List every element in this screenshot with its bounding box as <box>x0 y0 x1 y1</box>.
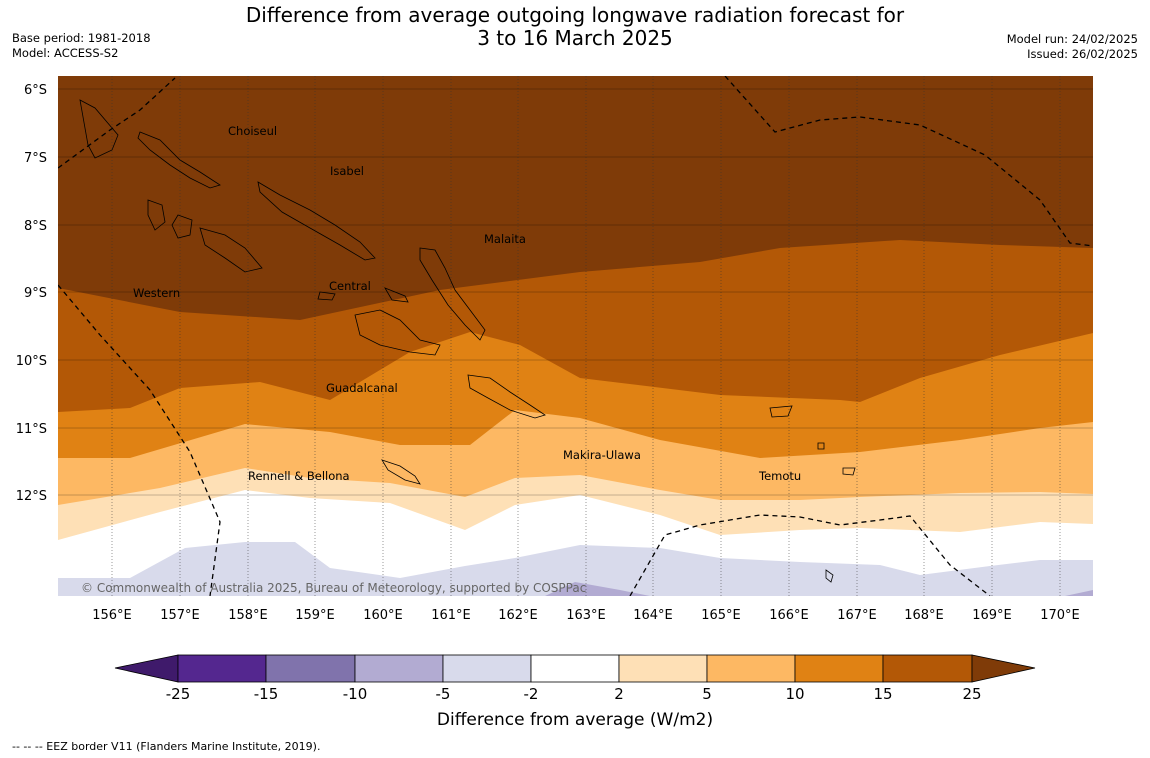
colorbar-segment <box>354 654 444 683</box>
lon-label: 167°E <box>837 608 877 623</box>
label-isabel: Isabel <box>330 164 364 178</box>
colorbar <box>114 654 1036 683</box>
label-choiseul: Choiseul <box>228 124 277 138</box>
model-name: Model: ACCESS-S2 <box>12 46 119 60</box>
base-period: Base period: 1981-2018 <box>12 31 151 45</box>
island-south <box>825 569 834 583</box>
colorbar-tick: -5 <box>436 685 451 703</box>
islands <box>79 99 856 583</box>
island-isabel <box>257 181 376 261</box>
colorbar-segment <box>530 654 620 683</box>
lat-label: 6°S <box>24 83 47 98</box>
label-makira-ulawa: Makira-Ulawa <box>563 448 641 462</box>
band-neg10-neg5-east <box>1065 590 1093 596</box>
meta-right: Model run: 24/02/2025 Issued: 26/02/2025 <box>1007 32 1138 62</box>
lon-label: 166°E <box>769 608 809 623</box>
label-rennell-bellona: Rennell & Bellona <box>248 469 350 483</box>
label-western: Western <box>133 286 180 300</box>
colorbar-tick: -10 <box>343 685 368 703</box>
island-florida <box>384 287 409 303</box>
model-run: Model run: 24/02/2025 <box>1006 32 1138 46</box>
colorbar-segment <box>177 654 267 683</box>
lon-label: 163°E <box>566 608 606 623</box>
colorbar-segment <box>265 654 356 683</box>
map-title: Difference from average outgoing longwav… <box>0 4 1150 50</box>
lon-label: 164°E <box>633 608 673 623</box>
island-central <box>317 291 336 301</box>
colorbar-max-arrow <box>971 654 1036 683</box>
anomaly-field <box>58 76 1093 596</box>
island-rennell <box>381 459 421 485</box>
meta-left: Base period: 1981-2018 Model: ACCESS-S2 <box>12 31 151 61</box>
island-guadalcanal <box>354 309 441 356</box>
label-central: Central <box>329 279 371 293</box>
band-neg10-neg5 <box>545 582 650 596</box>
island-tikopia <box>817 442 825 450</box>
colorbar-segment <box>882 654 973 683</box>
longitude-labels: 156°E 157°E 158°E 159°E 160°E 161°E 162°… <box>92 608 1080 623</box>
colorbar-ticks: -25 -15 -10 -5 -2 2 5 10 15 25 <box>166 685 982 703</box>
colorbar-segment <box>706 654 796 683</box>
colorbar-tick: 15 <box>873 685 892 703</box>
island-western-1 <box>147 199 166 231</box>
label-guadalcanal: Guadalcanal <box>326 381 398 395</box>
lon-label: 170°E <box>1040 608 1080 623</box>
lon-label: 156°E <box>92 608 132 623</box>
island-choiseul <box>137 131 221 189</box>
lon-label: 169°E <box>972 608 1012 623</box>
lon-label: 160°E <box>363 608 403 623</box>
lat-label: 8°S <box>24 219 47 234</box>
island-western-3 <box>199 227 263 273</box>
island-anuta <box>842 467 856 476</box>
lat-label: 9°S <box>24 286 47 301</box>
lon-label: 159°E <box>295 608 335 623</box>
colorbar-tick: 25 <box>962 685 981 703</box>
latitude-labels: 6°S 7°S 8°S 9°S 10°S 11°S 12°S <box>16 83 47 504</box>
colorbar-title: Difference from average (W/m2) <box>436 710 714 730</box>
colorbar-segment <box>794 654 884 683</box>
lon-label: 157°E <box>160 608 200 623</box>
lat-label: 7°S <box>24 151 47 166</box>
copyright-notice: © Commonwealth of Australia 2025, Bureau… <box>81 581 586 595</box>
island-santa-cruz <box>769 405 793 418</box>
island-makira <box>467 374 546 419</box>
colorbar-tick: 2 <box>614 685 624 703</box>
colorbar-tick: -25 <box>166 685 191 703</box>
title-line-2: 3 to 16 March 2025 <box>477 26 673 50</box>
colorbar-tick: 10 <box>785 685 804 703</box>
lon-label: 161°E <box>431 608 471 623</box>
lon-label: 168°E <box>904 608 944 623</box>
lon-label: 162°E <box>498 608 538 623</box>
issued-date: Issued: 26/02/2025 <box>1027 47 1138 61</box>
colorbar-tick: 5 <box>702 685 712 703</box>
eez-legend-note: -- -- -- EEZ border V11 (Flanders Marine… <box>12 740 321 753</box>
colorbar-tick: -2 <box>524 685 539 703</box>
label-malaita: Malaita <box>484 232 526 246</box>
colorbar-tick: -15 <box>254 685 279 703</box>
colorbar-segment <box>442 654 532 683</box>
band-neg5-neg2 <box>58 542 1093 596</box>
island-bougainville <box>79 99 119 159</box>
lon-label: 158°E <box>228 608 268 623</box>
colorbar-segment <box>618 654 708 683</box>
title-line-1: Difference from average outgoing longwav… <box>245 3 905 27</box>
eez-border <box>58 76 1093 596</box>
colorbar-min-arrow <box>114 654 179 683</box>
island-malaita <box>419 247 486 341</box>
lon-label: 165°E <box>701 608 741 623</box>
latitude-lines <box>58 88 1093 496</box>
island-western-2 <box>171 214 193 239</box>
label-temotu: Temotu <box>758 469 801 483</box>
lat-label: 11°S <box>16 422 47 437</box>
lat-label: 12°S <box>16 489 47 504</box>
province-labels: Choiseul Isabel Malaita Western Central … <box>133 124 801 483</box>
lat-label: 10°S <box>16 354 47 369</box>
